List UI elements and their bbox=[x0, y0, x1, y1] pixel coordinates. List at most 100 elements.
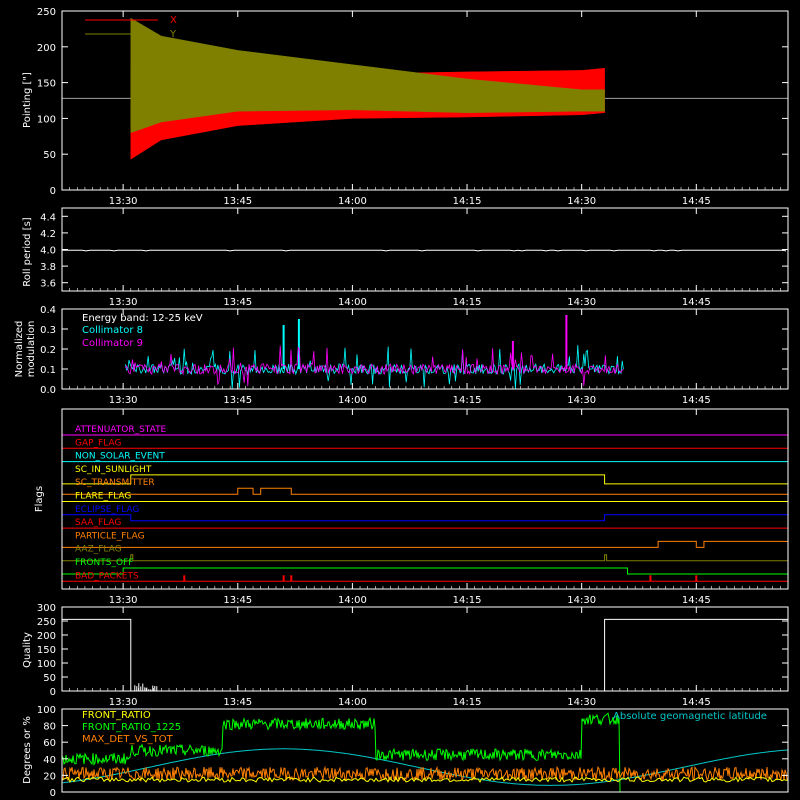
geomag-latitude-annotation: Absolute geomagnetic latitude bbox=[613, 711, 767, 722]
quality-ytick-label-6: 300 bbox=[37, 603, 56, 614]
quality-xtick-label-1: 13:45 bbox=[223, 697, 252, 708]
flags-xtick-label-1: 13:45 bbox=[223, 595, 252, 606]
roll-ylabel: Roll period [s] bbox=[22, 217, 33, 286]
flag-line-aaz-flag bbox=[62, 554, 788, 562]
quality-xtick-label-3: 14:15 bbox=[453, 697, 482, 708]
pointing-xtick-label-1: 13:45 bbox=[223, 196, 252, 207]
roll-plot-area bbox=[62, 249, 787, 252]
pointing-ytick-label-3: 150 bbox=[37, 79, 56, 90]
energy-band-annotation: Energy band: 12-25 keV bbox=[82, 313, 203, 324]
pointing-ytick-label-0: 0 bbox=[50, 186, 56, 197]
geomag-latitude-line bbox=[61, 748, 789, 786]
flags-xtick-label-4: 14:30 bbox=[567, 595, 596, 606]
flag-label-aaz-flag: AAZ_FLAG bbox=[75, 545, 122, 555]
ratios-ytick-label-5: 100 bbox=[37, 705, 56, 716]
modulation-x-ticks: 13:30 13:45 14:00 14:15 14:30 14:45 bbox=[61, 309, 789, 406]
modulation-ylabel-line1: Normalized bbox=[14, 321, 25, 378]
quality-ylabel: Quality bbox=[22, 632, 33, 668]
modulation-xtick-label-4: 14:30 bbox=[567, 395, 596, 406]
ratios-ytick-label-0: 0 bbox=[50, 788, 56, 799]
flag-label-eclipse-flag: ECLIPSE_FLAG bbox=[75, 505, 139, 515]
roll-ytick-label-4: 4.4 bbox=[40, 212, 56, 223]
modulation-xtick-label-5: 14:45 bbox=[682, 395, 711, 406]
flags-axes-frame bbox=[61, 408, 789, 590]
ratios-ylabel: Degrees or % bbox=[22, 716, 33, 784]
pointing-ytick-label-5: 250 bbox=[37, 7, 56, 18]
quality-y-ticks: 0 50 100 150 200 250 300 bbox=[37, 603, 788, 698]
ratios-ytick-label-4: 80 bbox=[43, 722, 56, 733]
modulation-ytick-label-2: 0.2 bbox=[40, 345, 56, 356]
flags-xtick-label-2: 14:00 bbox=[338, 595, 367, 606]
roll-xtick-label-4: 14:30 bbox=[567, 297, 596, 308]
roll-ytick-label-2: 4.0 bbox=[40, 246, 56, 257]
ratios-ytick-label-3: 60 bbox=[43, 738, 56, 749]
flag-label-saa-flag: SAA_FLAG bbox=[75, 518, 121, 528]
ratios-y-ticks: 0 20 40 60 80 100 bbox=[37, 705, 788, 799]
front-ratio-line bbox=[61, 775, 789, 783]
roll-period-line bbox=[62, 249, 787, 252]
quality-ytick-label-2: 100 bbox=[37, 659, 56, 670]
pointing-xtick-label-2: 14:00 bbox=[338, 196, 367, 207]
quality-panel: 0 50 100 150 200 250 300 13:30 13:45 14:00 14:15 1… bbox=[22, 603, 789, 708]
quality-ytick-label-5: 250 bbox=[37, 617, 56, 628]
roll-x-ticks: 13:30 13:45 14:00 14:15 14:30 14:45 bbox=[61, 208, 789, 308]
modulation-ylabel-line2: modulation bbox=[26, 321, 37, 378]
flags-xtick-label-0: 13:30 bbox=[109, 595, 138, 606]
modulation-xtick-label-1: 13:45 bbox=[223, 395, 252, 406]
pointing-xtick-label-4: 14:30 bbox=[567, 196, 596, 207]
legend-x-label: X bbox=[170, 15, 177, 26]
legend-y-label: Y bbox=[169, 29, 177, 40]
roll-ytick-label-1: 3.8 bbox=[40, 262, 56, 273]
roll-period-panel: 3.6 3.8 4.0 4.2 4.4 13:30 13:45 14:00 14:15 14:3… bbox=[22, 207, 789, 308]
quality-ytick-label-3: 150 bbox=[37, 645, 56, 656]
pointing-x-ticks: 13:30 13:45 14:00 14:15 14:30 14:45 bbox=[61, 11, 789, 207]
flag-line-sc-transmitter bbox=[62, 487, 788, 495]
flag-label-sc-transmitter: SC_TRANSMITTER bbox=[75, 478, 155, 488]
quality-ytick-label-4: 200 bbox=[37, 631, 56, 642]
roll-ytick-label-0: 3.6 bbox=[40, 279, 56, 290]
legend-front-ratio-1225: FRONT_RATIO_1225 bbox=[82, 722, 181, 733]
pointing-ytick-label-2: 100 bbox=[37, 114, 56, 125]
modulation-ytick-label-3: 0.3 bbox=[40, 325, 56, 336]
modulation-y-ticks: 0.0 0.1 0.2 0.3 0.4 bbox=[40, 305, 788, 396]
flags-xtick-label-3: 14:15 bbox=[453, 595, 482, 606]
modulation-ytick-label-1: 0.1 bbox=[40, 365, 56, 376]
roll-xtick-label-0: 13:30 bbox=[109, 297, 138, 308]
flag-line-sc-in-sunlight bbox=[62, 474, 788, 485]
flags-xtick-label-5: 14:45 bbox=[682, 595, 711, 606]
modulation-plot-area bbox=[125, 315, 624, 389]
flag-label-flare-flag: FLARE_FLAG bbox=[75, 492, 131, 502]
ratios-ytick-label-2: 40 bbox=[43, 755, 56, 766]
roll-xtick-label-5: 14:45 bbox=[682, 297, 711, 308]
quality-xtick-label-2: 14:00 bbox=[338, 697, 367, 708]
flag-label-bad-packets: BAD_PACKETS bbox=[75, 571, 139, 581]
pointing-xtick-label-5: 14:45 bbox=[682, 196, 711, 207]
flag-label-particle-flag: PARTICLE_FLAG bbox=[75, 531, 145, 541]
modulation-xtick-label-0: 13:30 bbox=[109, 395, 138, 406]
roll-ytick-label-3: 4.2 bbox=[40, 229, 56, 240]
modulation-panel: 0.0 0.1 0.2 0.3 0.4 13:30 13:45 14:00 14:15 14:3… bbox=[14, 305, 789, 406]
quality-ytick-label-1: 50 bbox=[43, 673, 56, 684]
pointing-xtick-label-3: 14:15 bbox=[453, 196, 482, 207]
legend-front-ratio: FRONT_RATIO bbox=[82, 710, 151, 721]
pointing-series-y bbox=[130, 17, 605, 134]
pointing-axes-frame bbox=[61, 10, 789, 191]
legend-collimator-8: Collimator 8 bbox=[82, 325, 143, 336]
flag-line-eclipse-flag bbox=[62, 514, 788, 522]
pointing-ytick-label-4: 200 bbox=[37, 43, 56, 54]
modulation-xtick-label-3: 14:15 bbox=[453, 395, 482, 406]
legend-max-det-vs-tot: MAX_DET_VS_TOT bbox=[82, 734, 174, 745]
flags-plot-area: ATTENUATOR_STATE GAP_FLAG NON_SOLAR_EVENT S… bbox=[62, 425, 788, 582]
ratios-ytick-label-1: 20 bbox=[43, 771, 56, 782]
quality-xtick-label-5: 14:45 bbox=[682, 697, 711, 708]
flag-label-gap-flag: GAP_FLAG bbox=[75, 438, 121, 448]
quality-x-ticks: 13:30 13:45 14:00 14:15 14:30 14:45 bbox=[61, 607, 789, 708]
flag-label-non-solar-event: NON_SOLAR_EVENT bbox=[75, 452, 165, 462]
roll-xtick-label-2: 14:00 bbox=[338, 297, 367, 308]
quality-xtick-label-0: 13:30 bbox=[109, 697, 138, 708]
flag-label-attenuator-state: ATTENUATOR_STATE bbox=[75, 425, 167, 435]
flag-label-fronts-off: FRONTS_OFF bbox=[75, 558, 133, 568]
quality-ytick-label-0: 0 bbox=[50, 687, 56, 698]
flag-line-fronts-off bbox=[62, 567, 788, 575]
